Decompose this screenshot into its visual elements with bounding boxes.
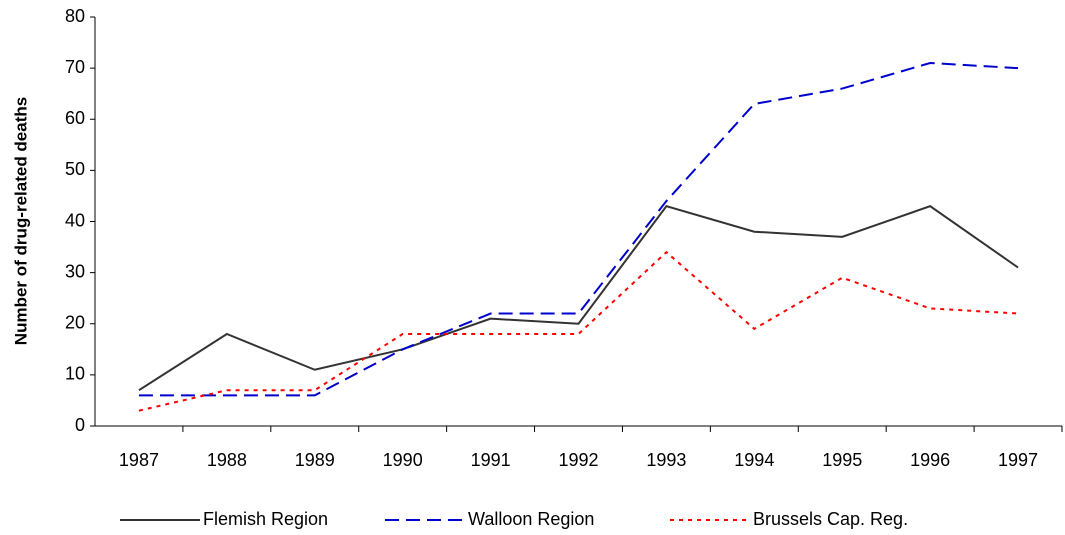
- series-line: [138, 250, 1019, 412]
- series-line: [138, 205, 1019, 392]
- series-line: [138, 62, 1019, 397]
- x-tick-label: 1994: [734, 450, 774, 470]
- x-tick-label: 1990: [383, 450, 423, 470]
- y-tick-label: 20: [65, 313, 85, 333]
- x-tick-label: 1995: [822, 450, 862, 470]
- x-tick-label: 1991: [471, 450, 511, 470]
- x-tick-label: 1997: [998, 450, 1038, 470]
- legend-label: Flemish Region: [203, 509, 328, 529]
- legend-label: Brussels Cap. Reg.: [753, 509, 908, 529]
- x-tick-label: 1987: [119, 450, 159, 470]
- legend-label: Walloon Region: [468, 509, 594, 529]
- y-axis-label: Number of drug-related deaths: [11, 97, 30, 345]
- x-tick-label: 1992: [558, 450, 598, 470]
- y-tick-label: 0: [75, 415, 85, 435]
- x-tick-label: 1988: [207, 450, 247, 470]
- x-tick-label: 1989: [295, 450, 335, 470]
- y-tick-label: 10: [65, 364, 85, 384]
- y-tick-label: 50: [65, 159, 85, 179]
- y-tick-label: 80: [65, 6, 85, 26]
- x-tick-label: 1996: [910, 450, 950, 470]
- y-tick-label: 60: [65, 108, 85, 128]
- x-tick-label: 1993: [646, 450, 686, 470]
- y-tick-label: 40: [65, 210, 85, 230]
- y-tick-label: 30: [65, 261, 85, 281]
- y-tick-label: 70: [65, 57, 85, 77]
